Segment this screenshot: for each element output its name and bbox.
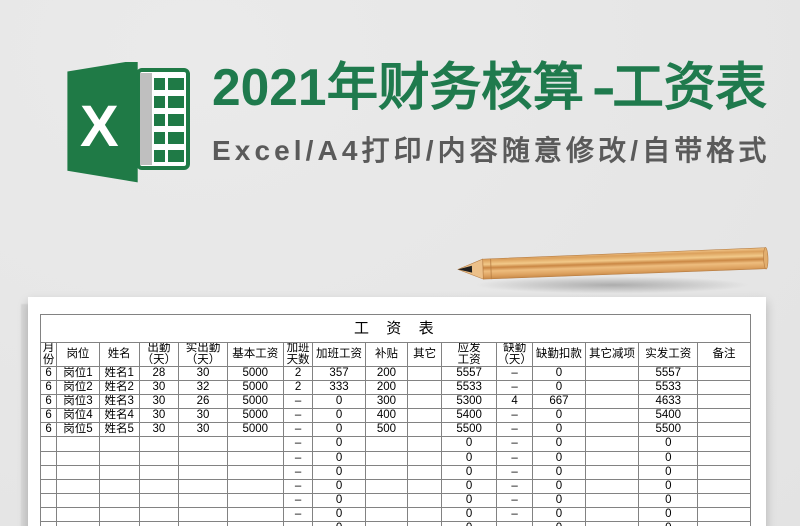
svg-text:X: X <box>80 94 119 159</box>
